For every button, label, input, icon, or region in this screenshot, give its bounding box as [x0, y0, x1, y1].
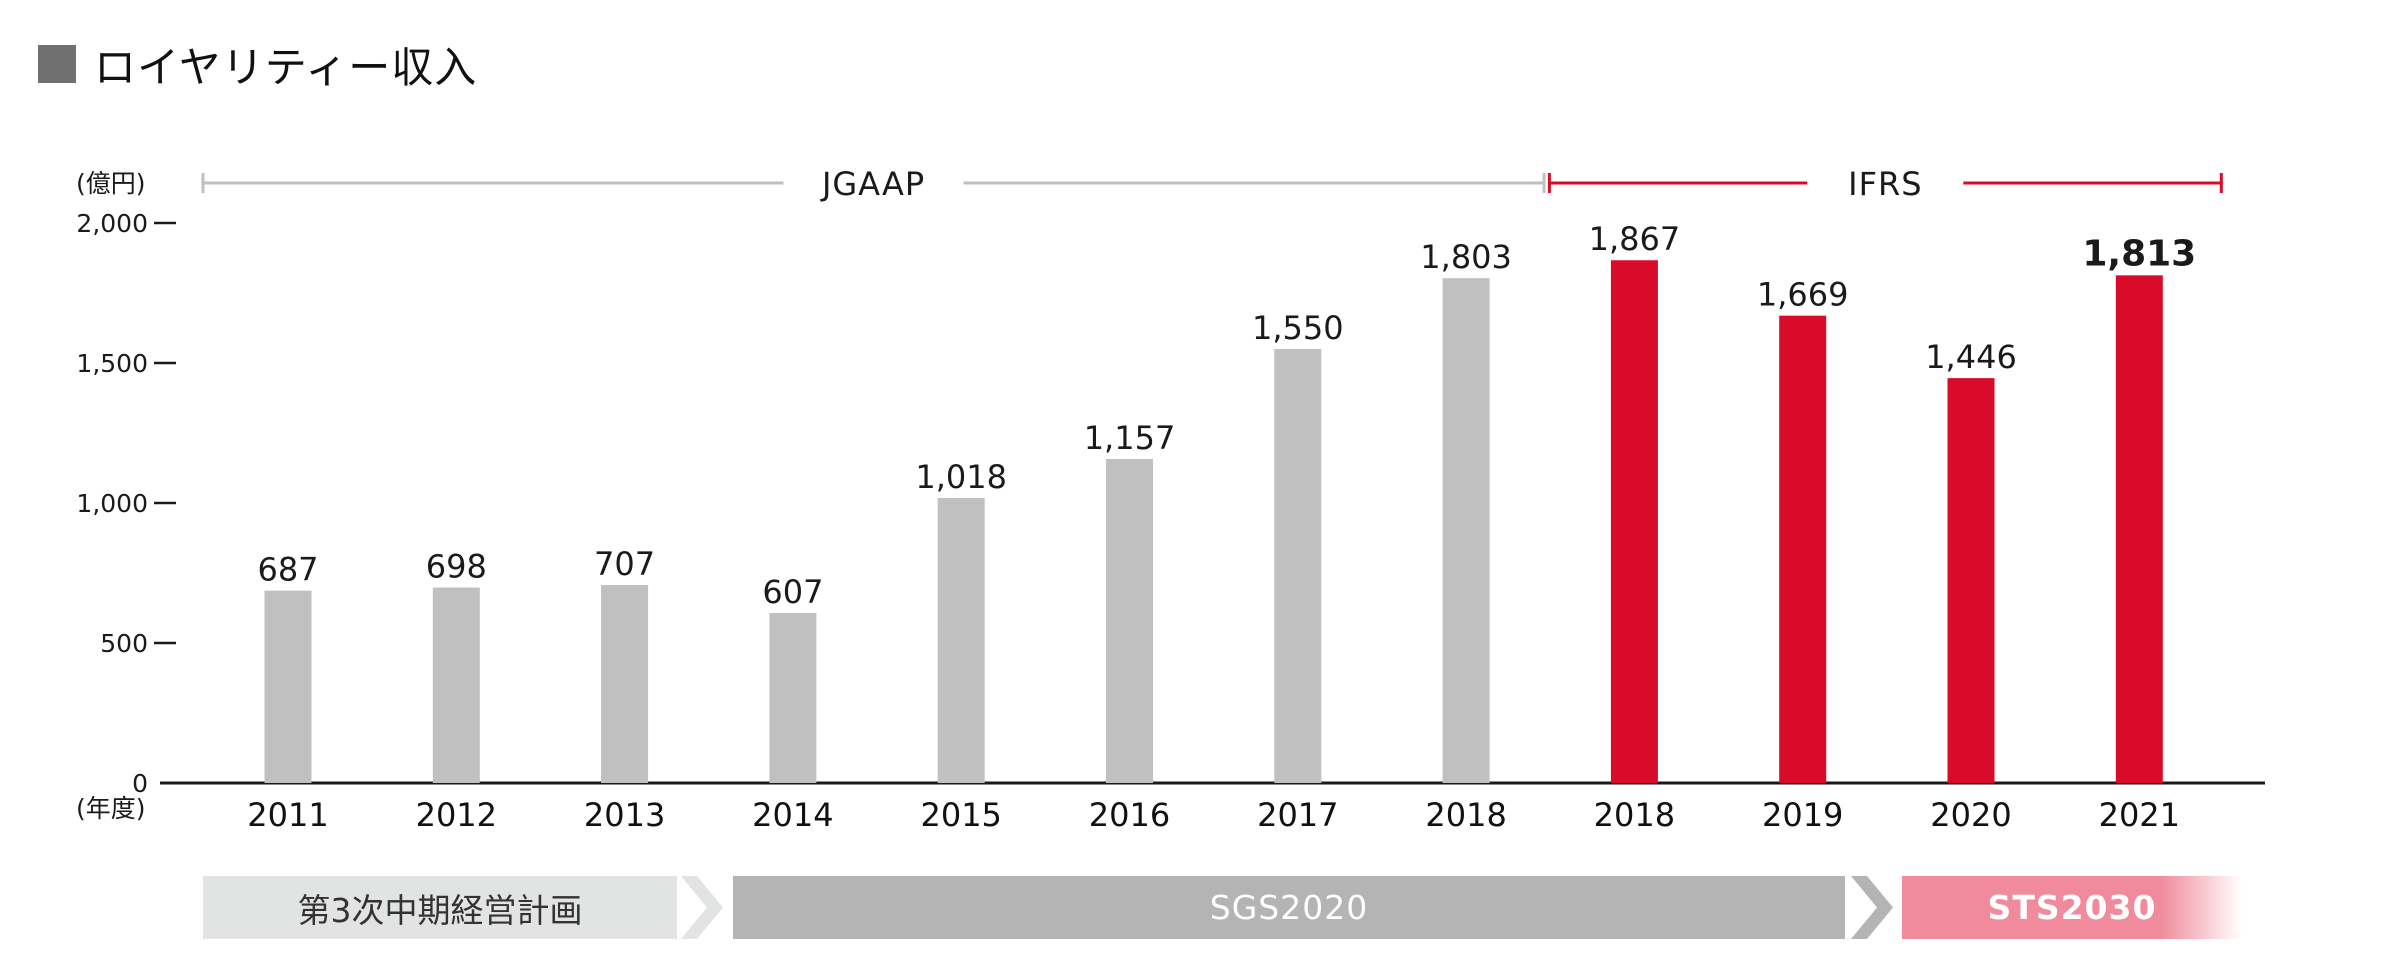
axis-layer: 0 500 1,000 1,500 2,000 (億円) (年度) [76, 169, 2265, 823]
x-tick-label: 2012 [416, 796, 497, 834]
value-label: 1,867 [1589, 220, 1681, 258]
period-layer: JGAAP IFRS [201, 165, 2223, 203]
x-axis-unit-label: (年度) [76, 794, 146, 823]
bar-2017 [1274, 349, 1322, 783]
x-tick-label: 2019 [1762, 796, 1843, 834]
bar-2016 [1106, 459, 1153, 783]
value-label: 707 [594, 545, 655, 583]
value-label: 1,018 [915, 458, 1007, 496]
y-axis-unit-label: (億円) [76, 169, 146, 198]
plan-phase-sts2030: STS2030 [1902, 876, 2242, 939]
bar-2012 [432, 587, 480, 783]
title-square-icon [38, 45, 76, 83]
bar-2015 [937, 497, 985, 783]
value-label: 1,813 [2082, 233, 2196, 274]
label-layer: 687 2011 698 2012 707 2013 607 2014 1,018 2015 1,1… [247, 220, 2196, 834]
x-tick-label: 2020 [1930, 796, 2011, 834]
period-label: JGAAP [820, 165, 925, 203]
chart-title: ロイヤリティー収入 [38, 38, 477, 92]
value-label: 698 [426, 548, 487, 586]
bar-2018 [1442, 278, 1490, 783]
title-text: ロイヤリティー収入 [94, 42, 478, 92]
bar-2019 [1779, 315, 1827, 783]
bar-layer [264, 260, 2163, 783]
x-tick-label: 2015 [920, 796, 1001, 834]
x-tick-label: 2014 [752, 796, 833, 834]
bar-2021 [2115, 275, 2163, 783]
value-label: 1,803 [1420, 238, 1512, 276]
y-tick-label: 500 [100, 629, 148, 658]
value-label: 1,550 [1252, 309, 1344, 347]
y-tick-label: 2,000 [76, 209, 148, 238]
x-tick-label: 2018 [1594, 796, 1675, 834]
bar-2018 [1610, 260, 1658, 783]
bar-2014 [769, 613, 817, 783]
bar-chart: 0 500 1,000 1,500 2,000 (億円) (年度) JGAAP IFRS 68… [76, 165, 2265, 834]
plan-phase-sgs2020: SGS2020 [733, 876, 1845, 939]
value-label: 607 [762, 573, 823, 611]
value-label: 1,669 [1757, 276, 1849, 314]
value-label: 687 [257, 551, 318, 589]
chevron-right-icon [681, 876, 723, 939]
x-tick-label: 2018 [1425, 796, 1506, 834]
value-label: 1,157 [1084, 419, 1176, 457]
y-tick-label: 1,000 [76, 489, 148, 518]
value-label: 1,446 [1925, 338, 2017, 376]
x-tick-label: 2013 [584, 796, 665, 834]
x-tick-label: 2016 [1089, 796, 1170, 834]
chevron-right-icon [1851, 876, 1893, 939]
bar-2013 [601, 585, 649, 783]
x-tick-label: 2021 [2099, 796, 2180, 834]
x-tick-label: 2017 [1257, 796, 1338, 834]
plan-phase-3rd-midterm: 第3次中期経営計画 [203, 876, 677, 939]
x-tick-label: 2011 [247, 796, 328, 834]
period-label: IFRS [1848, 165, 1922, 203]
bar-2011 [264, 590, 312, 783]
y-tick-label: 0 [132, 769, 148, 798]
bar-2020 [1947, 378, 1995, 783]
y-tick-label: 1,500 [76, 349, 148, 378]
